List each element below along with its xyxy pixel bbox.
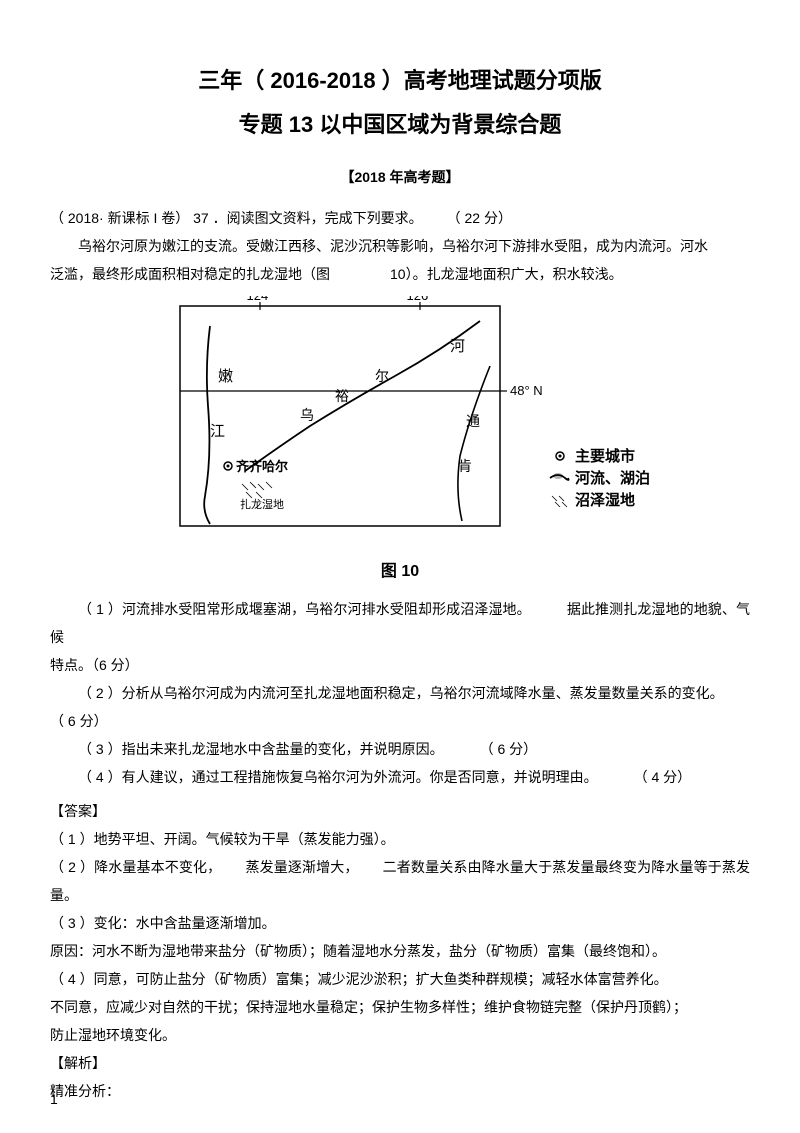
wetland-label: 扎龙湿地	[240, 497, 284, 511]
answer-block: 【答案】 （ 1 ）地势平坦、开阔。气候较为干旱（蒸发能力强）。 （ 2 ）降水…	[50, 797, 750, 1105]
title-sub: 专题 13 以中国区域为背景综合题	[50, 104, 750, 146]
answer-3: （ 3 ）变化：水中含盐量逐渐增加。	[50, 909, 750, 937]
answer-1: （ 1 ）地势平坦、开阔。气候较为干旱（蒸发能力强）。	[50, 825, 750, 853]
river-he: 河	[450, 338, 465, 355]
intro-line-3: 泛滥，最终形成面积相对稳定的扎龙湿地（图 10）。扎龙湿地面积广大，积水较浅。	[50, 260, 750, 288]
answer-4c: 防止湿地环境变化。	[50, 1021, 750, 1049]
answer-3-reason: 原因：河水不断为湿地带来盐分（矿物质）；随着湿地水分蒸发，盐分（矿物质）富集（最…	[50, 937, 750, 965]
river-yu: 裕	[335, 388, 349, 404]
map-figure: 124° 126° 48° N 嫩 江 乌 裕 尔 河 通 肯 齐齐哈尔 扎龙湿…	[150, 296, 650, 546]
q4a: （ 4 ）有人建议，通过工程措施恢复乌裕尔河为外流河。你是否同意，并说明理由。	[78, 769, 598, 785]
intro-line-1: （ 2018· 新课标 I 卷） 37 ．阅读图文资料，完成下列要求。 （ 22 …	[50, 204, 750, 232]
river-nen: 嫩	[218, 368, 233, 385]
lat-48: 48° N	[510, 383, 543, 398]
intro-line-2: 乌裕尔河原为嫩江的支流。受嫩江西移、泥沙沉积等影响，乌裕尔河下游排水受阻，成为内…	[50, 232, 750, 260]
year-tag: 【2018 年高考题】	[50, 164, 750, 191]
a2b: 蒸发量逐渐增大，	[245, 859, 358, 875]
intro-1b: （ 22 分）	[447, 210, 512, 226]
answer-2: （ 2 ）降水量基本不变化，蒸发量逐渐增大，二者数量关系由降水量大于蒸发量最终变…	[50, 853, 750, 909]
intro-3b: 10）。扎龙湿地面积广大，积水较浅。	[390, 266, 623, 282]
answer-4a: （ 4 ）同意，可防止盐分（矿物质）富集；减少泥沙淤积；扩大鱼类种群规模；减轻水…	[50, 965, 750, 993]
title-main: 三年（ 2016-2018 ）高考地理试题分项版	[50, 60, 750, 102]
intro-3a: 泛滥，最终形成面积相对稳定的扎龙湿地（图	[50, 266, 330, 282]
river-wu: 乌	[300, 407, 314, 423]
river-jiang: 江	[210, 423, 225, 440]
legend-river: 河流、湖泊	[575, 469, 650, 487]
q1-line1: （ 1 ）河流排水受阻常形成堰塞湖，乌裕尔河排水受阻却形成沼泽湿地。据此推测扎龙…	[50, 595, 750, 651]
q4b: （ 4 分）	[634, 769, 692, 785]
figure-wrap: 124° 126° 48° N 嫩 江 乌 裕 尔 河 通 肯 齐齐哈尔 扎龙湿…	[50, 296, 750, 587]
q1-line2: 特点。（6 分）	[50, 651, 750, 679]
answer-4b: 不同意，应减少对自然的干扰；保持湿地水量稳定；保护生物多样性；维护食物链完整（保…	[50, 993, 750, 1021]
q4: （ 4 ）有人建议，通过工程措施恢复乌裕尔河为外流河。你是否同意，并说明理由。 （…	[50, 763, 750, 791]
lon-124: 124°	[247, 296, 274, 303]
q3b: （ 6 分）	[480, 741, 538, 757]
city-qiqihar: 齐齐哈尔	[236, 459, 288, 474]
q3: （ 3 ）指出未来扎龙湿地水中含盐量的变化，并说明原因。 （ 6 分）	[50, 735, 750, 763]
q1a: （ 1 ）河流排水受阻常形成堰塞湖，乌裕尔河排水受阻却形成沼泽湿地。	[78, 601, 531, 617]
q3a: （ 3 ）指出未来扎龙湿地水中含盐量的变化，并说明原因。	[78, 741, 444, 757]
legend-marsh: 沼泽湿地	[575, 491, 635, 509]
lon-126: 126°	[407, 296, 434, 303]
answer-header: 【答案】	[50, 797, 750, 825]
analysis-line1: 精准分析：	[50, 1077, 750, 1105]
figure-caption: 图 10	[50, 557, 750, 587]
river-er: 尔	[375, 368, 389, 384]
legend-city: 主要城市	[575, 447, 635, 465]
river-tong: 通	[466, 413, 480, 429]
q2-line1: （ 2 ）分析从乌裕尔河成为内流河至扎龙湿地面积稳定，乌裕尔河流域降水量、蒸发量…	[50, 679, 750, 707]
river-tonghe: 肯	[458, 458, 472, 474]
a2a: （ 2 ）降水量基本不变化，	[50, 859, 221, 875]
intro-1a: （ 2018· 新课标 I 卷） 37 ．阅读图文资料，完成下列要求。	[50, 210, 423, 226]
q2-line2: （ 6 分）	[50, 707, 750, 735]
analysis-header: 【解析】	[50, 1049, 750, 1077]
page-number: 1	[50, 1086, 58, 1113]
